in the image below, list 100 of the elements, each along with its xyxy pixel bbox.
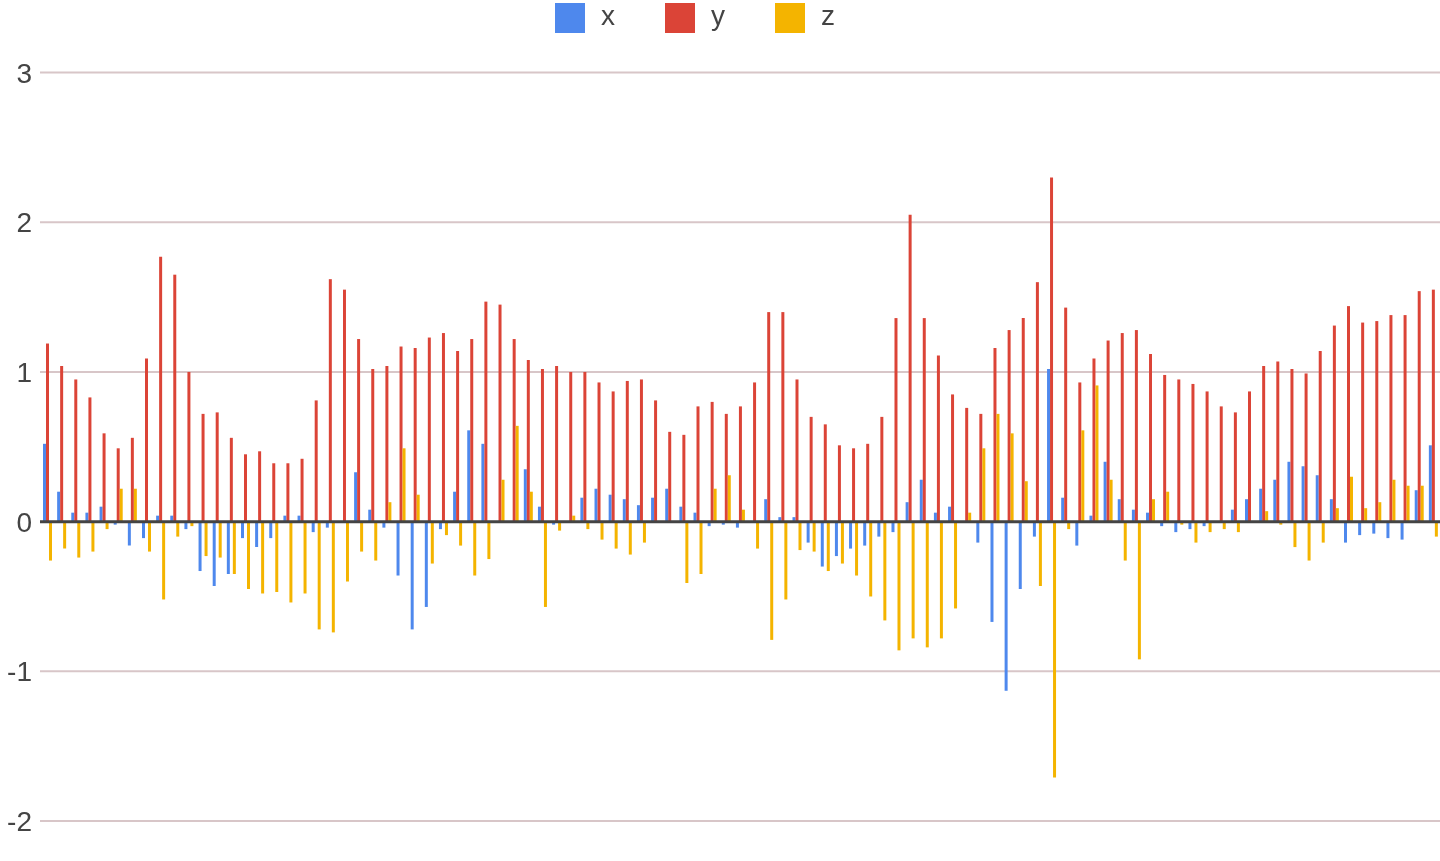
bar [345,521,349,582]
bar [385,365,389,522]
bar [849,521,853,549]
bar [303,521,307,594]
bar [1273,479,1277,522]
bar [1007,330,1011,522]
bar [993,348,997,522]
bar [1010,433,1014,522]
bar [201,413,205,522]
bar [651,497,655,522]
bar [1053,521,1057,778]
bar [905,502,909,522]
bar [908,214,912,522]
bar [1038,521,1042,587]
bar [1389,315,1393,522]
bar [314,400,318,522]
bar [569,371,573,522]
bar [388,502,392,522]
bar [1420,485,1424,522]
bar [1350,476,1354,522]
legend-label: y [711,0,725,31]
bar [812,521,816,552]
bar [756,521,760,549]
bar [713,488,717,522]
bar [990,521,994,622]
bar [767,312,771,522]
bar [512,339,516,522]
bar [413,348,417,522]
bar [289,521,293,603]
bar [1075,521,1079,546]
bar [1318,351,1322,522]
bar [911,521,915,639]
bar [459,521,463,546]
bar [696,406,700,522]
bar [919,479,923,522]
bar [665,488,669,522]
bar [1004,521,1008,691]
bar [396,521,400,576]
bar [1035,282,1039,522]
bar [1361,322,1365,522]
bar [1364,508,1368,522]
bar [1109,479,1113,522]
bar [77,521,81,558]
bar [74,379,78,522]
bar [682,434,686,522]
bar [965,407,969,522]
bar [371,368,375,522]
bar [654,400,658,522]
bar [427,337,431,522]
bar [144,358,148,522]
bar [317,521,321,630]
bar [1290,368,1294,522]
bar [855,521,859,576]
bar [1120,333,1124,522]
bar [1375,321,1379,522]
bar [1428,445,1432,522]
bar [1434,521,1438,537]
bar [484,301,488,522]
bar [1123,521,1127,561]
bar [218,521,222,558]
bar [430,521,434,564]
bar [63,521,67,549]
bar [1378,502,1382,522]
bar [261,521,265,594]
bar [102,433,106,522]
bar [611,391,615,522]
bar [1166,491,1170,522]
bar [1194,521,1198,543]
bar [1347,306,1351,522]
bar [1024,481,1028,522]
bar [1149,354,1153,522]
bar [840,521,844,564]
bar [699,521,703,575]
bar [866,443,870,522]
bar [1307,521,1311,561]
bar [187,371,191,522]
bar [1344,521,1348,543]
bar [1386,521,1390,539]
bar [863,521,867,546]
bar [258,451,262,522]
bar [331,521,335,633]
bar [357,339,361,522]
bar [600,521,604,540]
bar [982,448,986,522]
legend-label: z [821,0,835,31]
bar [255,521,259,548]
bar [1403,315,1407,522]
bar [894,318,898,522]
bar [1137,521,1141,660]
bar [176,521,180,537]
bar [162,521,166,600]
bar [976,521,980,543]
bar [130,437,134,522]
y-tick-label: -1 [7,656,32,688]
bar [897,521,901,651]
bar [515,425,519,522]
bar [473,521,477,576]
bar [286,463,290,522]
bar [424,521,428,607]
bar [399,346,403,522]
